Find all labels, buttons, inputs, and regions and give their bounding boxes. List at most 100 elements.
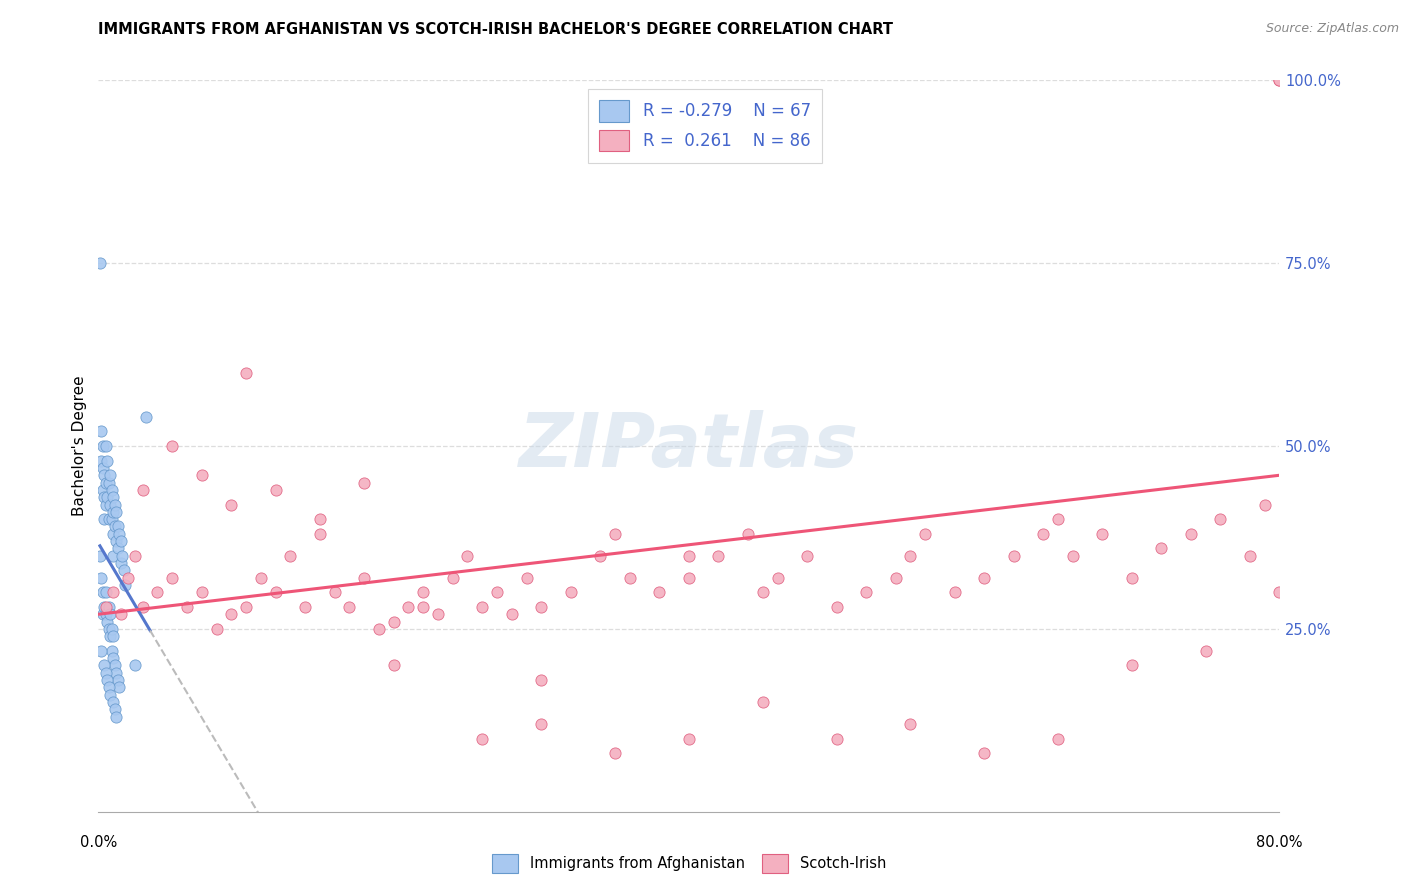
Point [1046,512,1069,526]
Point [91,439,114,453]
Point [973,571,995,585]
Point [855,585,877,599]
Point [264,483,287,497]
Point [1002,549,1025,563]
Point [91,585,114,599]
Point [94,585,117,599]
Point [90,571,112,585]
Point [1046,731,1069,746]
Point [1254,498,1277,512]
Point [90,453,112,467]
Point [250,571,273,585]
Point [1239,549,1261,563]
Point [94,607,117,622]
Point [235,366,257,380]
Point [294,599,316,614]
Point [900,717,922,731]
Point [471,731,494,746]
Point [110,607,132,622]
Point [96,490,118,504]
Point [943,585,966,599]
Point [191,585,214,599]
Point [501,607,523,622]
Point [396,599,419,614]
Point [221,498,243,512]
Point [105,534,128,549]
Point [135,409,157,424]
Point [1268,73,1291,87]
Point [1091,526,1114,541]
Point [110,534,132,549]
Point [110,556,132,570]
Point [191,468,214,483]
Point [825,599,848,614]
Point [530,599,553,614]
Point [103,490,125,504]
Point [353,475,375,490]
Point [112,563,135,577]
Point [89,549,111,563]
Point [678,571,700,585]
Point [100,483,122,497]
Point [678,731,700,746]
Text: Source: ZipAtlas.com: Source: ZipAtlas.com [1265,22,1399,36]
Y-axis label: Bachelor's Degree: Bachelor's Degree [72,376,87,516]
Point [100,644,122,658]
Point [104,498,127,512]
Point [146,585,169,599]
Point [162,439,183,453]
Point [176,599,198,614]
Point [108,526,131,541]
Point [98,629,121,643]
Point [103,526,125,541]
Point [914,526,936,541]
Point [530,717,553,731]
Point [751,695,773,709]
Point [94,498,117,512]
Point [1268,585,1291,599]
Point [1121,571,1143,585]
Point [353,571,375,585]
Point [107,673,129,687]
Point [107,541,129,556]
Point [89,256,111,270]
Point [796,549,818,563]
Point [382,615,405,629]
Point [90,425,112,439]
Text: 0.0%: 0.0% [80,836,117,850]
Point [1180,526,1202,541]
Point [605,526,627,541]
Point [103,651,125,665]
Point [900,549,922,563]
Point [103,549,125,563]
Point [707,549,730,563]
Point [94,665,117,680]
Point [108,681,131,695]
Point [93,468,115,483]
Point [97,622,120,636]
Point [98,498,121,512]
Point [132,483,155,497]
Point [93,658,115,673]
Point [825,731,848,746]
Point [104,519,127,533]
Point [1032,526,1054,541]
Point [94,475,117,490]
Point [751,585,773,599]
Point [94,599,117,614]
Point [973,746,995,760]
Point [105,709,128,723]
Point [96,615,118,629]
Point [96,673,118,687]
Text: 80.0%: 80.0% [1256,836,1303,850]
Point [104,702,127,716]
Text: ZIPatlas: ZIPatlas [519,409,859,483]
Point [605,746,627,760]
Point [111,549,134,563]
Point [884,571,907,585]
Point [516,571,538,585]
Point [98,468,121,483]
Point [530,673,553,687]
Point [104,658,127,673]
Point [309,512,332,526]
